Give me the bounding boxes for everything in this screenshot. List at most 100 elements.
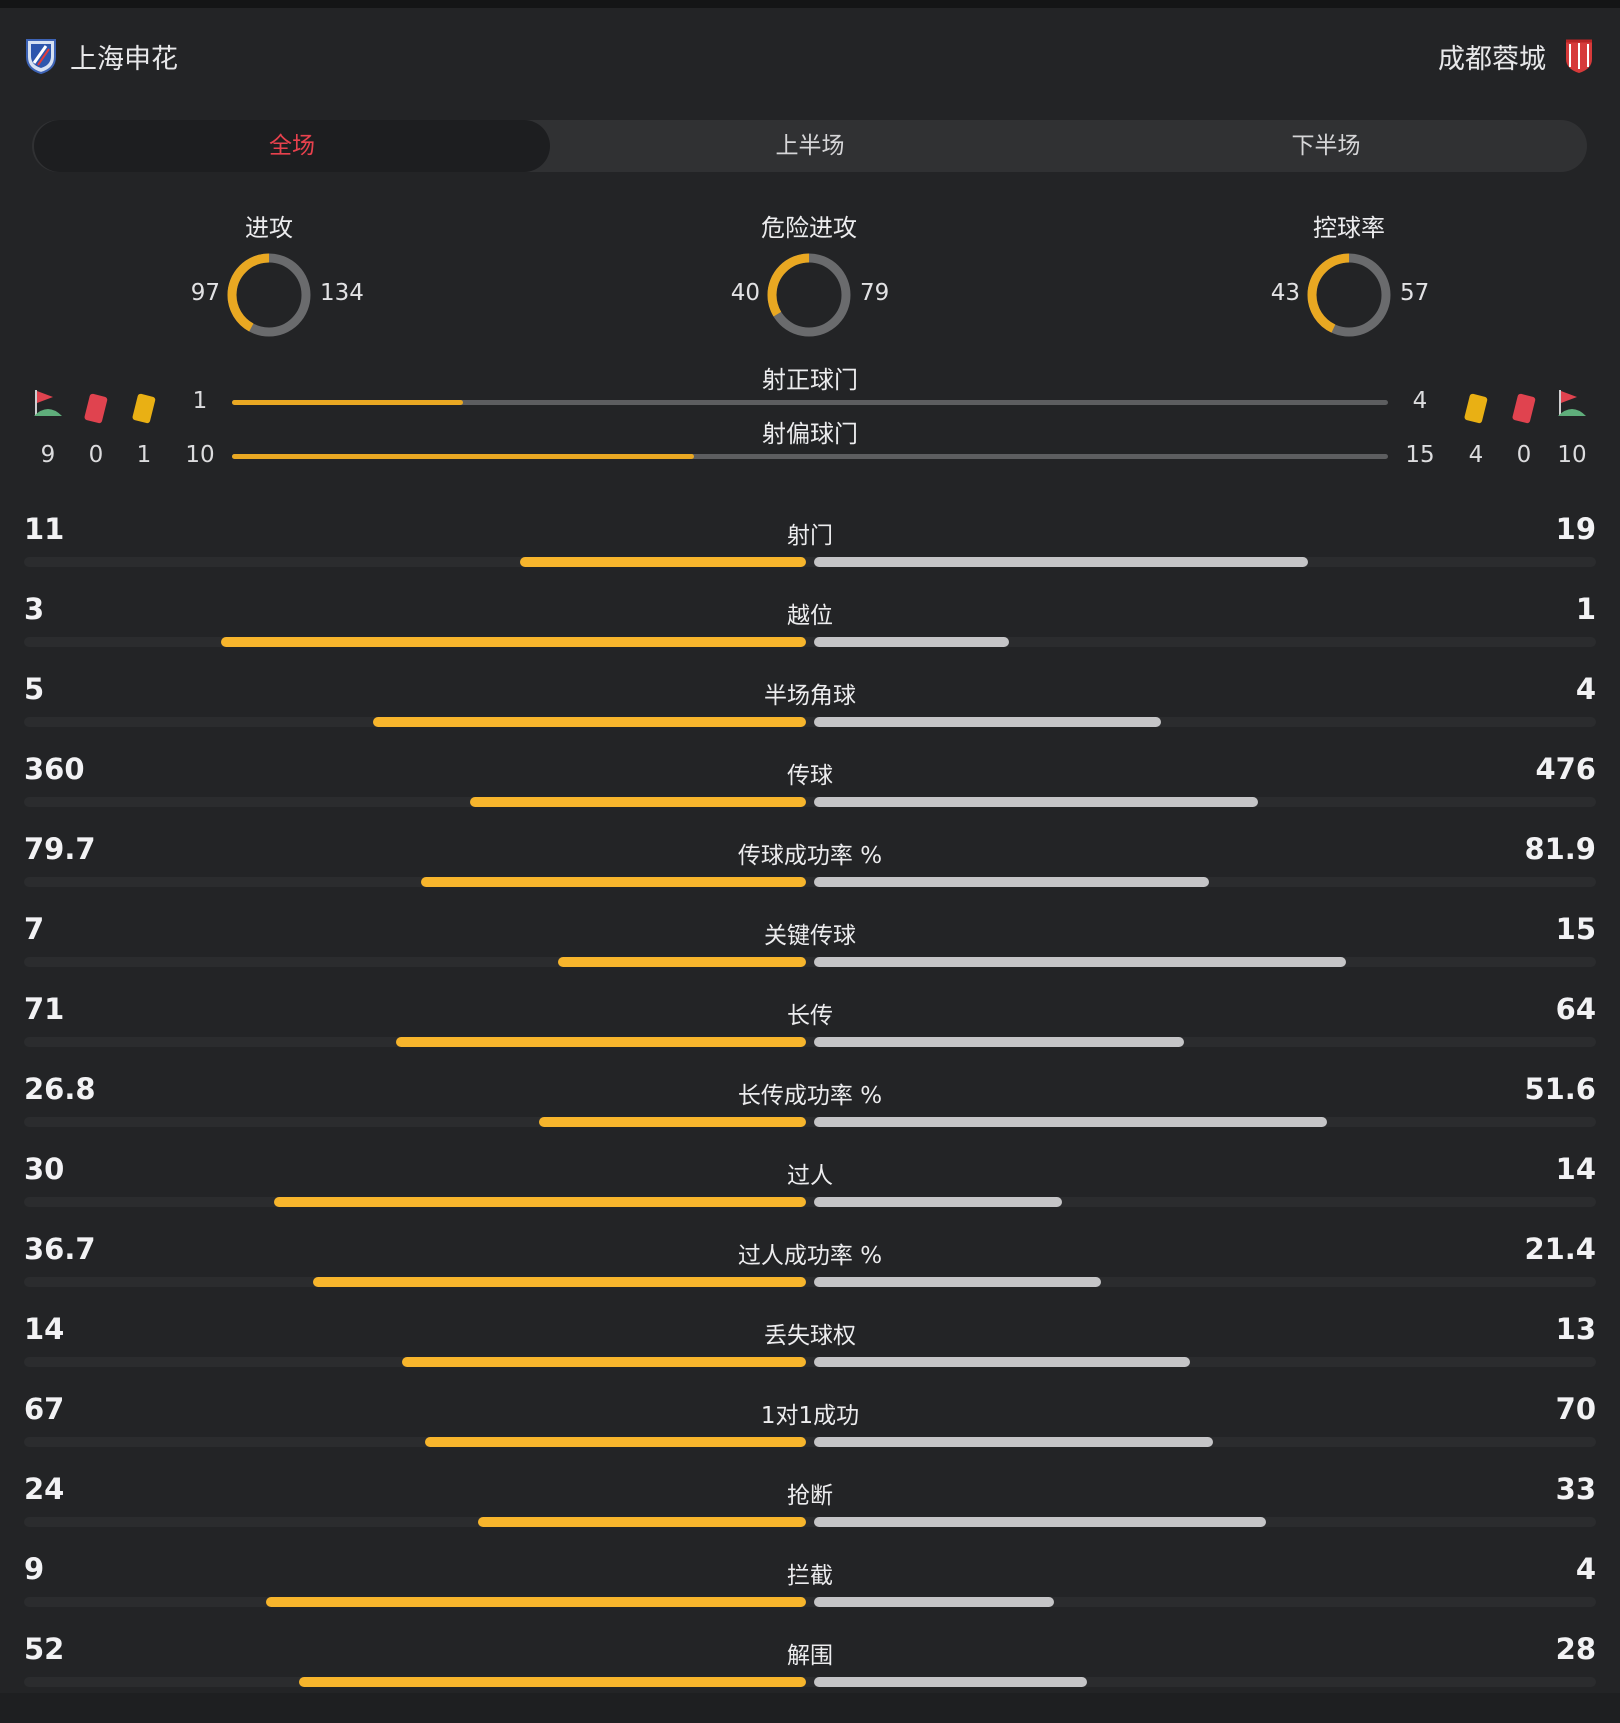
away-team[interactable]: 成都蓉城 [1438,36,1596,76]
attacks-donut [227,253,311,337]
tab-first-half[interactable]: 上半场 [775,133,845,159]
attacks-title: 进攻 [245,214,293,242]
stat-home-value: 36.7 [24,1232,96,1266]
stat-row: 14 丢失球权 13 [24,1312,1596,1382]
stat-away-value: 476 [1535,752,1596,786]
shots-on-target-home-fill [232,400,464,405]
stat-row: 24 抢断 33 [24,1472,1596,1542]
stat-away-bar [814,1517,1266,1527]
stat-bar-track [24,797,1596,807]
stat-away-value: 13 [1555,1312,1596,1346]
stat-away-value: 70 [1555,1392,1596,1426]
away-team-name: 成都蓉城 [1438,43,1546,75]
rongcheng-crest-icon [1566,39,1592,73]
donut-home-arc [227,253,311,337]
stat-home-bar [221,637,806,647]
stat-home-value: 11 [24,512,65,546]
stat-away-value: 15 [1555,912,1596,946]
stat-label: 解围 [787,1643,833,1669]
shenhua-crest-icon [26,39,56,75]
tab-second-half[interactable]: 下半场 [1291,133,1361,159]
stat-home-bar [421,877,806,887]
home-team-name: 上海申花 [70,43,178,75]
stat-home-bar [313,1277,806,1287]
stat-bar-track [24,1597,1596,1607]
home-red-cards-value: 0 [88,442,104,468]
stat-bar-track [24,1117,1596,1127]
shots-off-target-home-fill [232,454,695,459]
period-tabs: 全场 上半场 下半场 [32,120,1587,172]
stat-row: 7 关键传球 15 [24,912,1596,982]
corner-flag-icon [1558,390,1586,416]
stat-away-bar [814,797,1259,807]
yellow-card-icon [132,393,156,424]
home-team[interactable]: 上海申花 [24,36,178,76]
stat-away-value: 1 [1575,592,1596,626]
stat-away-value: 19 [1555,512,1596,546]
dangerous-attacks-away-value: 79 [860,280,890,306]
stat-bar-track [24,1037,1596,1047]
stat-label: 抢断 [787,1483,833,1509]
stat-home-value: 9 [24,1552,45,1586]
stat-bar-track [24,1677,1596,1687]
stat-away-bar [814,1357,1190,1367]
stat-label: 关键传球 [764,923,856,949]
stats-panel: 上海申花 成都蓉城 全场 上半场 下半场 进攻 97 134 危险进攻 40 7… [0,8,1620,1693]
stat-bar-track [24,637,1596,647]
stat-away-bar [814,957,1346,967]
stat-label: 射门 [787,523,833,549]
stat-bar-track [24,557,1596,567]
stat-home-value: 24 [24,1472,65,1506]
stat-row: 30 过人 14 [24,1152,1596,1222]
stat-home-bar [266,1597,806,1607]
stat-home-bar [299,1677,806,1687]
dangerous-attacks-home-value: 40 [730,280,760,306]
stat-row: 360 传球 476 [24,752,1596,822]
stat-label: 丢失球权 [764,1323,856,1349]
stat-row: 5 半场角球 4 [24,672,1596,742]
red-card-icon [84,393,108,424]
stat-away-value: 4 [1575,672,1596,706]
shots-on-target-label: 射正球门 [762,366,858,394]
stat-away-bar [814,877,1210,887]
donut-home-arc [1307,253,1391,337]
stat-home-value: 71 [24,992,65,1026]
stat-label: 过人成功率 % [737,1243,883,1269]
dangerous-attacks-title: 危险进攻 [761,214,857,242]
home-corners-value: 9 [40,442,56,468]
stat-home-value: 14 [24,1312,65,1346]
stat-away-value: 51.6 [1524,1072,1596,1106]
stat-away-value: 28 [1555,1632,1596,1666]
stat-home-value: 67 [24,1392,65,1426]
yellow-card-icon [1464,393,1488,424]
stat-away-bar [814,637,1009,647]
stat-home-bar [477,1517,806,1527]
stat-home-bar [401,1357,806,1367]
possession-donut [1307,253,1391,337]
stat-row: 52 解围 28 [24,1632,1596,1702]
shots-off-target-track [232,454,1388,459]
stat-label: 拦截 [787,1563,833,1589]
stat-label: 过人 [787,1163,833,1189]
shots-on-target-home: 1 [192,388,208,414]
tab-full-match[interactable]: 全场 [34,120,550,172]
stat-label: 长传成功率 % [737,1083,883,1109]
stat-row: 36.7 过人成功率 % 21.4 [24,1232,1596,1302]
stat-row: 79.7 传球成功率 % 81.9 [24,832,1596,902]
stat-row: 67 1对1成功 70 [24,1392,1596,1462]
attacks-home-value: 97 [190,280,220,306]
shots-off-target-away: 15 [1405,442,1435,468]
home-yellow-cards-value: 1 [136,442,152,468]
stat-home-value: 7 [24,912,45,946]
stat-away-value: 21.4 [1524,1232,1596,1266]
red-card-icon [1512,393,1536,424]
stat-away-value: 4 [1575,1552,1596,1586]
possession-away-value: 57 [1400,280,1430,306]
stat-bar-track [24,1517,1596,1527]
shots-off-target-home: 10 [185,442,215,468]
stat-bar-track [24,1357,1596,1367]
shots-off-target-label: 射偏球门 [762,420,858,448]
stat-home-bar [274,1197,806,1207]
shots-on-target-track [232,400,1388,405]
stat-away-bar [814,1437,1213,1447]
